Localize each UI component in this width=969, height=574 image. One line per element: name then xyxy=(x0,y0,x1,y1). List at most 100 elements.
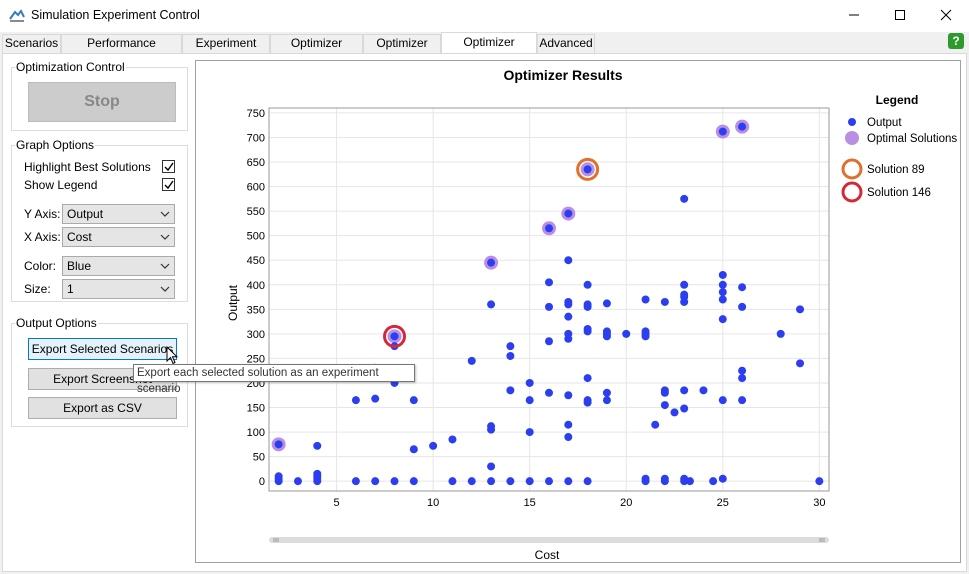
output-point[interactable] xyxy=(313,469,322,478)
color-select[interactable]: Blue xyxy=(62,256,175,276)
output-point[interactable] xyxy=(718,295,727,304)
output-point[interactable] xyxy=(564,391,573,400)
output-point[interactable] xyxy=(564,329,573,338)
output-point[interactable] xyxy=(796,305,805,314)
output-point[interactable] xyxy=(641,327,650,336)
output-point[interactable] xyxy=(274,472,283,481)
output-point[interactable] xyxy=(545,278,553,287)
output-point[interactable] xyxy=(602,327,611,336)
output-point[interactable] xyxy=(351,477,360,486)
output-point[interactable] xyxy=(718,270,727,279)
output-point[interactable] xyxy=(776,329,785,338)
output-point[interactable] xyxy=(718,474,727,483)
output-point[interactable] xyxy=(409,445,418,454)
output-point[interactable] xyxy=(467,356,476,365)
output-point[interactable] xyxy=(718,396,727,405)
output-point[interactable] xyxy=(670,408,679,417)
help-icon[interactable]: ? xyxy=(948,33,964,49)
output-point[interactable] xyxy=(390,477,399,486)
output-point[interactable] xyxy=(651,420,660,429)
output-point[interactable] xyxy=(545,337,553,346)
output-point[interactable] xyxy=(583,280,592,289)
y-axis-select[interactable]: Output xyxy=(62,204,175,224)
output-point[interactable] xyxy=(583,374,592,383)
output-point[interactable] xyxy=(564,477,573,486)
output-point[interactable] xyxy=(602,299,611,308)
output-point[interactable] xyxy=(545,302,553,311)
output-point[interactable] xyxy=(583,396,592,405)
output-point[interactable] xyxy=(525,428,534,437)
output-point[interactable] xyxy=(390,332,399,341)
output-point[interactable] xyxy=(525,396,534,405)
output-point[interactable] xyxy=(448,435,457,444)
output-point[interactable] xyxy=(685,477,694,486)
output-point[interactable] xyxy=(351,396,360,405)
export-selected-scenarios-button[interactable]: Export Selected Scenarios xyxy=(28,338,177,360)
close-button[interactable] xyxy=(923,0,969,30)
output-point[interactable] xyxy=(429,441,438,450)
output-point[interactable] xyxy=(487,258,496,267)
output-point[interactable] xyxy=(583,324,592,333)
output-point[interactable] xyxy=(545,388,553,397)
output-point[interactable] xyxy=(641,474,650,483)
output-point[interactable] xyxy=(680,280,689,289)
tab-performance-measures[interactable]: Performance Measures xyxy=(61,34,182,67)
scrollbar-track[interactable] xyxy=(269,537,829,543)
output-point[interactable] xyxy=(409,396,418,405)
size-select[interactable]: 1 xyxy=(62,279,175,299)
output-point[interactable] xyxy=(564,209,573,218)
tab-experiment-run[interactable]: Experiment Run xyxy=(182,34,270,67)
output-point[interactable] xyxy=(622,329,631,338)
output-point[interactable] xyxy=(718,127,727,136)
output-point[interactable] xyxy=(448,477,457,486)
minimize-button[interactable] xyxy=(831,0,877,30)
output-point[interactable] xyxy=(564,297,573,306)
output-point[interactable] xyxy=(293,477,302,486)
output-point[interactable] xyxy=(564,312,573,321)
output-point[interactable] xyxy=(738,374,747,383)
output-point[interactable] xyxy=(525,378,534,387)
output-point[interactable] xyxy=(583,165,592,174)
solution-89-marker[interactable] xyxy=(576,157,600,181)
chart-scrollbar[interactable] xyxy=(269,537,829,543)
output-point[interactable] xyxy=(487,477,496,486)
output-point[interactable] xyxy=(313,441,322,450)
output-point[interactable] xyxy=(738,396,747,405)
output-point[interactable] xyxy=(274,440,283,449)
output-point[interactable] xyxy=(709,477,718,486)
output-point[interactable] xyxy=(641,295,650,304)
output-point[interactable] xyxy=(680,386,689,395)
output-point[interactable] xyxy=(467,477,476,486)
output-point[interactable] xyxy=(660,386,669,395)
x-axis-select[interactable]: Cost xyxy=(62,227,175,247)
output-point[interactable] xyxy=(660,297,669,306)
output-point[interactable] xyxy=(660,474,669,483)
show-legend-checkbox[interactable] xyxy=(162,178,175,191)
output-point[interactable] xyxy=(525,477,534,486)
output-point[interactable] xyxy=(602,396,611,405)
output-point[interactable] xyxy=(718,315,727,324)
output-point[interactable] xyxy=(699,386,708,395)
output-point[interactable] xyxy=(738,366,747,375)
output-point[interactable] xyxy=(506,386,515,395)
output-point[interactable] xyxy=(718,288,727,297)
output-point[interactable] xyxy=(487,422,496,431)
tab-optimizer-results[interactable]: Optimizer Results xyxy=(441,32,537,68)
output-point[interactable] xyxy=(506,477,515,486)
output-point[interactable] xyxy=(487,462,496,471)
output-point[interactable] xyxy=(680,290,689,299)
output-point[interactable] xyxy=(815,477,824,486)
output-point[interactable] xyxy=(487,300,496,309)
output-point[interactable] xyxy=(738,122,747,131)
output-point[interactable] xyxy=(545,477,553,486)
output-point[interactable] xyxy=(602,388,611,397)
output-point[interactable] xyxy=(564,256,573,265)
output-point[interactable] xyxy=(680,404,689,413)
output-point[interactable] xyxy=(583,477,592,486)
highlight-best-checkbox[interactable] xyxy=(162,160,175,173)
output-point[interactable] xyxy=(545,224,553,233)
tab-scenarios[interactable]: Scenarios xyxy=(2,34,61,53)
stop-button[interactable]: Stop xyxy=(28,82,176,122)
tab-optimizer-run[interactable]: Optimizer Run xyxy=(363,34,441,67)
output-point[interactable] xyxy=(738,302,747,311)
